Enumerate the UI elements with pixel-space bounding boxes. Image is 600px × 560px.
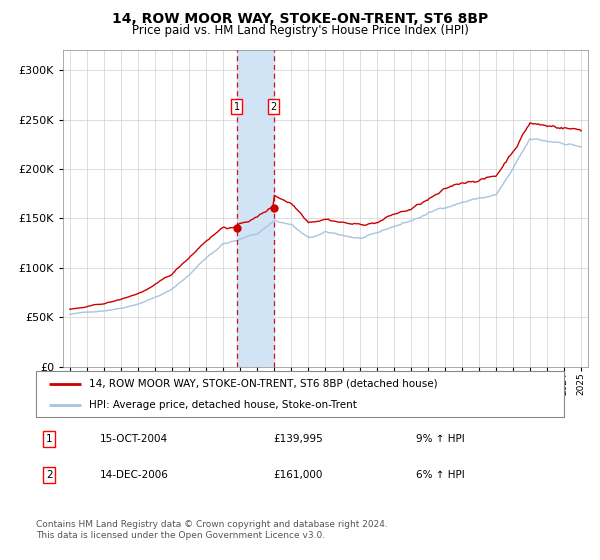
Text: £161,000: £161,000 [274, 470, 323, 480]
Text: £139,995: £139,995 [274, 435, 323, 444]
Text: 14, ROW MOOR WAY, STOKE-ON-TRENT, ST6 8BP: 14, ROW MOOR WAY, STOKE-ON-TRENT, ST6 8B… [112, 12, 488, 26]
Text: Contains HM Land Registry data © Crown copyright and database right 2024.
This d: Contains HM Land Registry data © Crown c… [36, 520, 388, 540]
Text: 2: 2 [271, 102, 277, 112]
Text: HPI: Average price, detached house, Stoke-on-Trent: HPI: Average price, detached house, Stok… [89, 400, 356, 410]
Text: 1: 1 [233, 102, 240, 112]
Text: 9% ↑ HPI: 9% ↑ HPI [416, 435, 465, 444]
FancyBboxPatch shape [36, 371, 564, 417]
Text: 14, ROW MOOR WAY, STOKE-ON-TRENT, ST6 8BP (detached house): 14, ROW MOOR WAY, STOKE-ON-TRENT, ST6 8B… [89, 379, 437, 389]
Text: 14-DEC-2006: 14-DEC-2006 [100, 470, 168, 480]
Text: 15-OCT-2004: 15-OCT-2004 [100, 435, 167, 444]
Text: 6% ↑ HPI: 6% ↑ HPI [416, 470, 465, 480]
Text: 1: 1 [46, 435, 53, 444]
Bar [236, 50, 274, 367]
Text: 2: 2 [46, 470, 53, 480]
Text: Price paid vs. HM Land Registry's House Price Index (HPI): Price paid vs. HM Land Registry's House … [131, 24, 469, 37]
